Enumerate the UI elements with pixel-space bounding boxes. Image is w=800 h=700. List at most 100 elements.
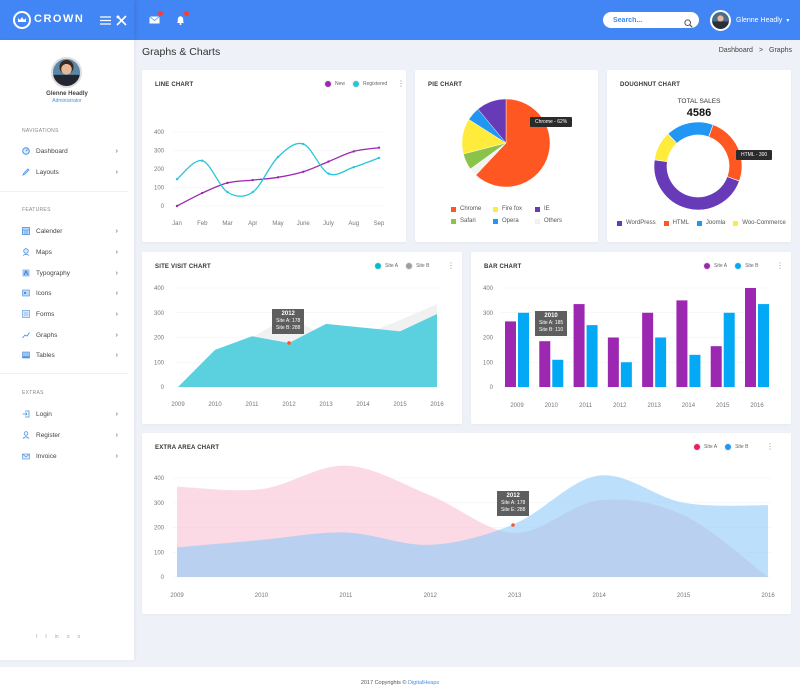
sidebar: Glenne Headly Administrator NAVIGATIONS …: [0, 40, 134, 660]
chevron-right-icon: ›: [115, 227, 118, 235]
svg-text:2009: 2009: [170, 593, 184, 599]
search-icon[interactable]: [684, 15, 693, 33]
doughnut-chart-card: DOUGHNUT CHART TOTAL SALES 4586 HTML - 3…: [607, 70, 791, 242]
chevron-down-icon: ▼: [785, 17, 791, 24]
svg-text:2015: 2015: [393, 402, 407, 408]
legend-new[interactable]: New: [325, 81, 345, 87]
register-icon: [22, 431, 30, 439]
social-links: f t in o o: [36, 634, 80, 640]
linkedin-icon[interactable]: in: [54, 634, 59, 640]
more-options-icon[interactable]: ⋮: [397, 79, 405, 88]
profile-avatar[interactable]: [51, 57, 82, 88]
search-input[interactable]: [613, 14, 679, 26]
legend-others[interactable]: Others: [535, 218, 577, 224]
chevron-right-icon: ›: [115, 351, 118, 359]
legend-chrome[interactable]: Chrome: [451, 206, 493, 212]
brand-name[interactable]: CROWN: [34, 13, 85, 25]
card-title: DOUGHNUT CHART: [620, 82, 681, 88]
svg-text:2015: 2015: [716, 403, 730, 409]
more-options-icon[interactable]: ⋮: [447, 261, 455, 270]
legend-site-a[interactable]: Site A: [694, 444, 717, 450]
sidebar-item-typography[interactable]: Typography ›: [22, 266, 118, 280]
svg-text:2013: 2013: [508, 593, 522, 599]
svg-text:100: 100: [154, 550, 165, 556]
legend-site-b[interactable]: Site B: [406, 263, 429, 269]
svg-text:100: 100: [154, 186, 165, 192]
login-icon: [22, 410, 30, 418]
bell-icon[interactable]: [172, 11, 189, 28]
sidebar-item-forms[interactable]: Forms ›: [22, 307, 118, 321]
legend-site-a[interactable]: Site A: [704, 263, 727, 269]
legend-wordpress[interactable]: WordPress: [617, 220, 656, 226]
chevron-right-icon: ›: [115, 168, 118, 176]
tools-icon[interactable]: [113, 12, 129, 28]
svg-text:Apr: Apr: [248, 221, 257, 227]
sidebar-item-icons[interactable]: Icons ›: [22, 286, 118, 300]
legend-safari[interactable]: Safari: [451, 218, 493, 224]
crown-logo-icon[interactable]: [13, 11, 31, 29]
facebook-icon[interactable]: f: [36, 634, 38, 640]
sidebar-item-register[interactable]: Register ›: [22, 428, 118, 442]
sidebar-item-maps[interactable]: Maps ›: [22, 245, 118, 259]
more-options-icon[interactable]: ⋮: [776, 261, 784, 270]
chevron-right-icon: ›: [115, 431, 118, 439]
user-menu[interactable]: Glenne Headly ▼: [710, 10, 790, 31]
line-chart-plot: 0 100 200 300 400 Jan Feb Mar Apr May June July Aug S…: [154, 130, 385, 227]
doughnut-chart-plot: [653, 121, 743, 211]
chevron-right-icon: ›: [115, 289, 118, 297]
sidebar-item-tables[interactable]: Tables ›: [22, 348, 118, 362]
svg-text:2014: 2014: [356, 402, 370, 408]
svg-text:2013: 2013: [319, 402, 333, 408]
mail-icon[interactable]: [146, 11, 163, 28]
legend-site-a[interactable]: Site A: [375, 263, 398, 269]
pie-chart-card: PIE CHART Chrome - 62% Chrome Fire fox I…: [415, 70, 598, 242]
graph-icon: [22, 331, 30, 339]
svg-text:2012: 2012: [613, 403, 627, 409]
legend-site-b[interactable]: Site B: [725, 444, 748, 450]
sidebar-item-layouts[interactable]: Layouts ›: [22, 165, 118, 179]
footer-link[interactable]: DigitalHeaps: [407, 680, 440, 686]
footer: 2017 Copyrights © DigitalHeaps: [0, 667, 800, 700]
svg-text:Jan: Jan: [172, 221, 182, 227]
site-visit-chart-card: SITE VISIT CHART Site A Site B ⋮ 0 100 200…: [142, 252, 462, 424]
sidebar-item-dashboard[interactable]: Dashboard ›: [22, 144, 118, 158]
dribbble-icon[interactable]: o: [77, 634, 81, 640]
svg-text:2009: 2009: [171, 402, 185, 408]
sidebar-item-invoice[interactable]: Invoice ›: [22, 449, 118, 463]
svg-text:200: 200: [154, 526, 165, 532]
svg-text:400: 400: [154, 476, 165, 482]
svg-text:2015: 2015: [677, 593, 691, 599]
twitter-icon[interactable]: t: [45, 634, 47, 640]
card-title: SITE VISIT CHART: [155, 264, 211, 270]
svg-text:June: June: [297, 221, 311, 227]
svg-text:0: 0: [490, 385, 494, 391]
svg-text:2014: 2014: [682, 403, 696, 409]
legend-html[interactable]: HTML: [663, 220, 689, 226]
chart-legend: Site A Site B: [375, 263, 433, 269]
sidebar-item-graphs[interactable]: Graphs ›: [22, 328, 118, 342]
instagram-icon[interactable]: o: [66, 634, 70, 640]
legend-joomla[interactable]: Joomla: [696, 220, 725, 226]
search-box[interactable]: [603, 12, 699, 28]
svg-text:Feb: Feb: [197, 221, 208, 227]
legend-firefox[interactable]: Fire fox: [493, 206, 535, 212]
chart-legend: Site A Site B: [704, 263, 762, 269]
svg-text:0: 0: [161, 204, 165, 210]
svg-text:2013: 2013: [647, 403, 661, 409]
legend-site-b[interactable]: Site B: [735, 263, 758, 269]
svg-text:200: 200: [483, 336, 494, 342]
legend-registered[interactable]: Registered: [353, 81, 387, 87]
sidebar-item-calender[interactable]: Calender ›: [22, 224, 118, 238]
profile-name: Glenne Headly: [46, 91, 88, 97]
svg-text:400: 400: [154, 130, 165, 136]
svg-text:July: July: [323, 221, 334, 227]
sidebar-item-login[interactable]: Login ›: [22, 407, 118, 421]
legend-woocommerce[interactable]: Woo-Commerce: [733, 220, 786, 226]
breadcrumb-dashboard[interactable]: Dashboard: [718, 47, 753, 54]
card-title: EXTRA AREA CHART: [155, 445, 220, 451]
menu-icon[interactable]: [97, 12, 113, 28]
legend-opera[interactable]: Opera: [493, 218, 535, 224]
legend-ie[interactable]: IE: [535, 206, 577, 212]
more-options-icon[interactable]: ⋮: [766, 442, 774, 451]
svg-text:Aug: Aug: [348, 221, 359, 227]
